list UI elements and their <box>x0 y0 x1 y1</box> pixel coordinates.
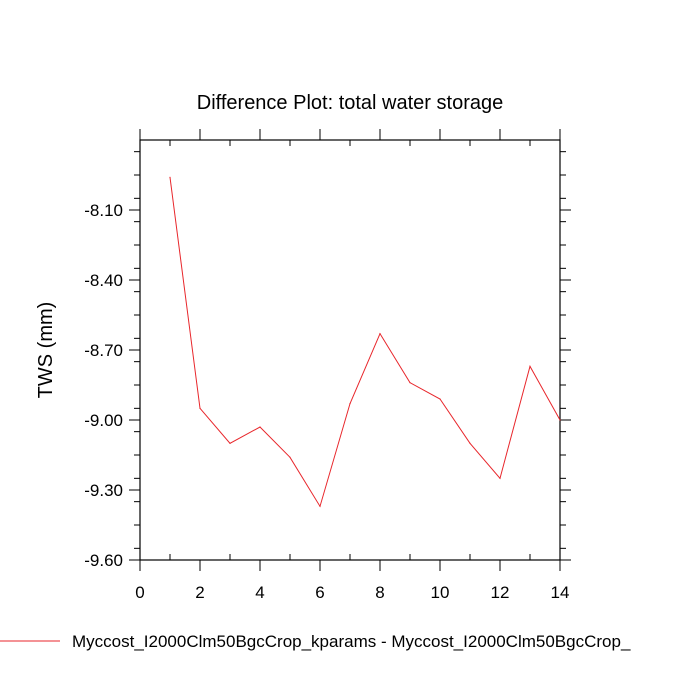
data-point <box>559 419 561 421</box>
data-point <box>199 407 201 409</box>
plot-frame <box>139 139 561 561</box>
y-tick-label: -9.60 <box>84 551 123 570</box>
y-axis-label: TWS (mm) <box>35 302 57 399</box>
x-tick-label: 2 <box>195 583 204 602</box>
y-tick-label: -8.40 <box>84 271 123 290</box>
y-tick-label: -8.70 <box>84 341 123 360</box>
data-point <box>349 403 351 405</box>
x-tick-label: 12 <box>491 583 510 602</box>
y-tick-label: -8.10 <box>84 201 123 220</box>
axis-ticks <box>129 129 571 571</box>
legend-label: Myccost_I2000Clm50BgcCrop_kparams - Mycc… <box>72 632 631 651</box>
series-line-0 <box>169 177 561 508</box>
data-point <box>469 442 471 444</box>
data-point <box>289 456 291 458</box>
data-point <box>379 333 381 335</box>
data-point <box>229 442 231 444</box>
data-point <box>529 365 531 367</box>
data-point <box>259 426 261 428</box>
x-tick-label: 6 <box>315 583 324 602</box>
y-tick-label: -9.00 <box>84 411 123 430</box>
tick-labels: 0 2 4 6 8 10 12 14 -8.10 -8.40 -8.70 -9.00 -9.30 -9.6… <box>84 201 569 602</box>
x-tick-label: 8 <box>375 583 384 602</box>
data-point <box>439 398 441 400</box>
x-tick-label: 4 <box>255 583 264 602</box>
data-point <box>319 505 321 507</box>
x-tick-label: 0 <box>135 583 144 602</box>
chart-title: Difference Plot: total water storage <box>197 92 503 114</box>
series-lines <box>169 176 561 508</box>
x-tick-label: 14 <box>551 583 570 602</box>
legend: Myccost_I2000Clm50BgcCrop_kparams - Mycc… <box>0 632 631 651</box>
data-point <box>409 382 411 384</box>
data-point <box>499 477 501 479</box>
y-tick-label: -9.30 <box>84 481 123 500</box>
data-point <box>169 176 171 178</box>
x-tick-label: 10 <box>431 583 450 602</box>
